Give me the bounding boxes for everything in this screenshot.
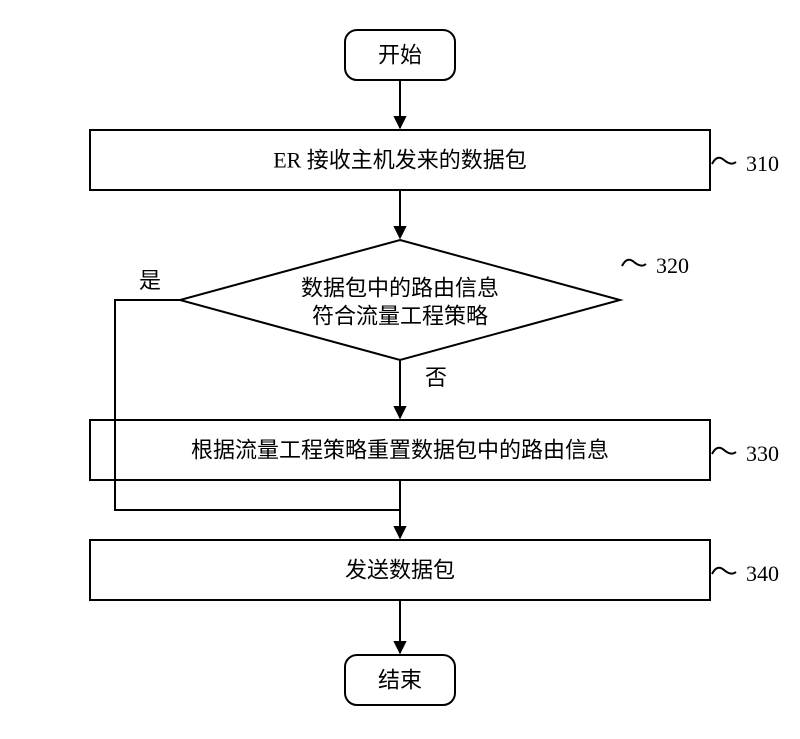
tag-320-text: 320: [656, 253, 689, 278]
flowchart-canvas: 开始 ER 接收主机发来的数据包 310 数据包中的路由信息 符合流量工程策略 …: [0, 0, 800, 739]
edge-320-340-yes: [115, 300, 400, 510]
node-310-label: ER 接收主机发来的数据包: [273, 148, 527, 173]
node-320: 数据包中的路由信息 符合流量工程策略: [180, 240, 620, 360]
tag-340: 340: [712, 561, 779, 586]
start-label: 开始: [378, 43, 422, 68]
tag-340-text: 340: [746, 561, 779, 586]
tag-330: 330: [712, 441, 779, 466]
node-340-label: 发送数据包: [345, 558, 455, 583]
node-340: 发送数据包: [90, 540, 710, 600]
tag-330-text: 330: [746, 441, 779, 466]
label-yes: 是: [139, 268, 161, 293]
label-no: 否: [425, 365, 447, 390]
node-320-line2: 符合流量工程策略: [312, 304, 488, 329]
tag-320: 320: [622, 253, 689, 278]
end-label: 结束: [378, 668, 422, 693]
tag-310-text: 310: [746, 151, 779, 176]
node-start: 开始: [345, 30, 455, 80]
node-end: 结束: [345, 655, 455, 705]
node-330: 根据流量工程策略重置数据包中的路由信息: [90, 420, 710, 480]
tag-310: 310: [712, 151, 779, 176]
node-310: ER 接收主机发来的数据包: [90, 130, 710, 190]
node-330-label: 根据流量工程策略重置数据包中的路由信息: [191, 438, 609, 463]
node-320-line1: 数据包中的路由信息: [301, 276, 499, 301]
